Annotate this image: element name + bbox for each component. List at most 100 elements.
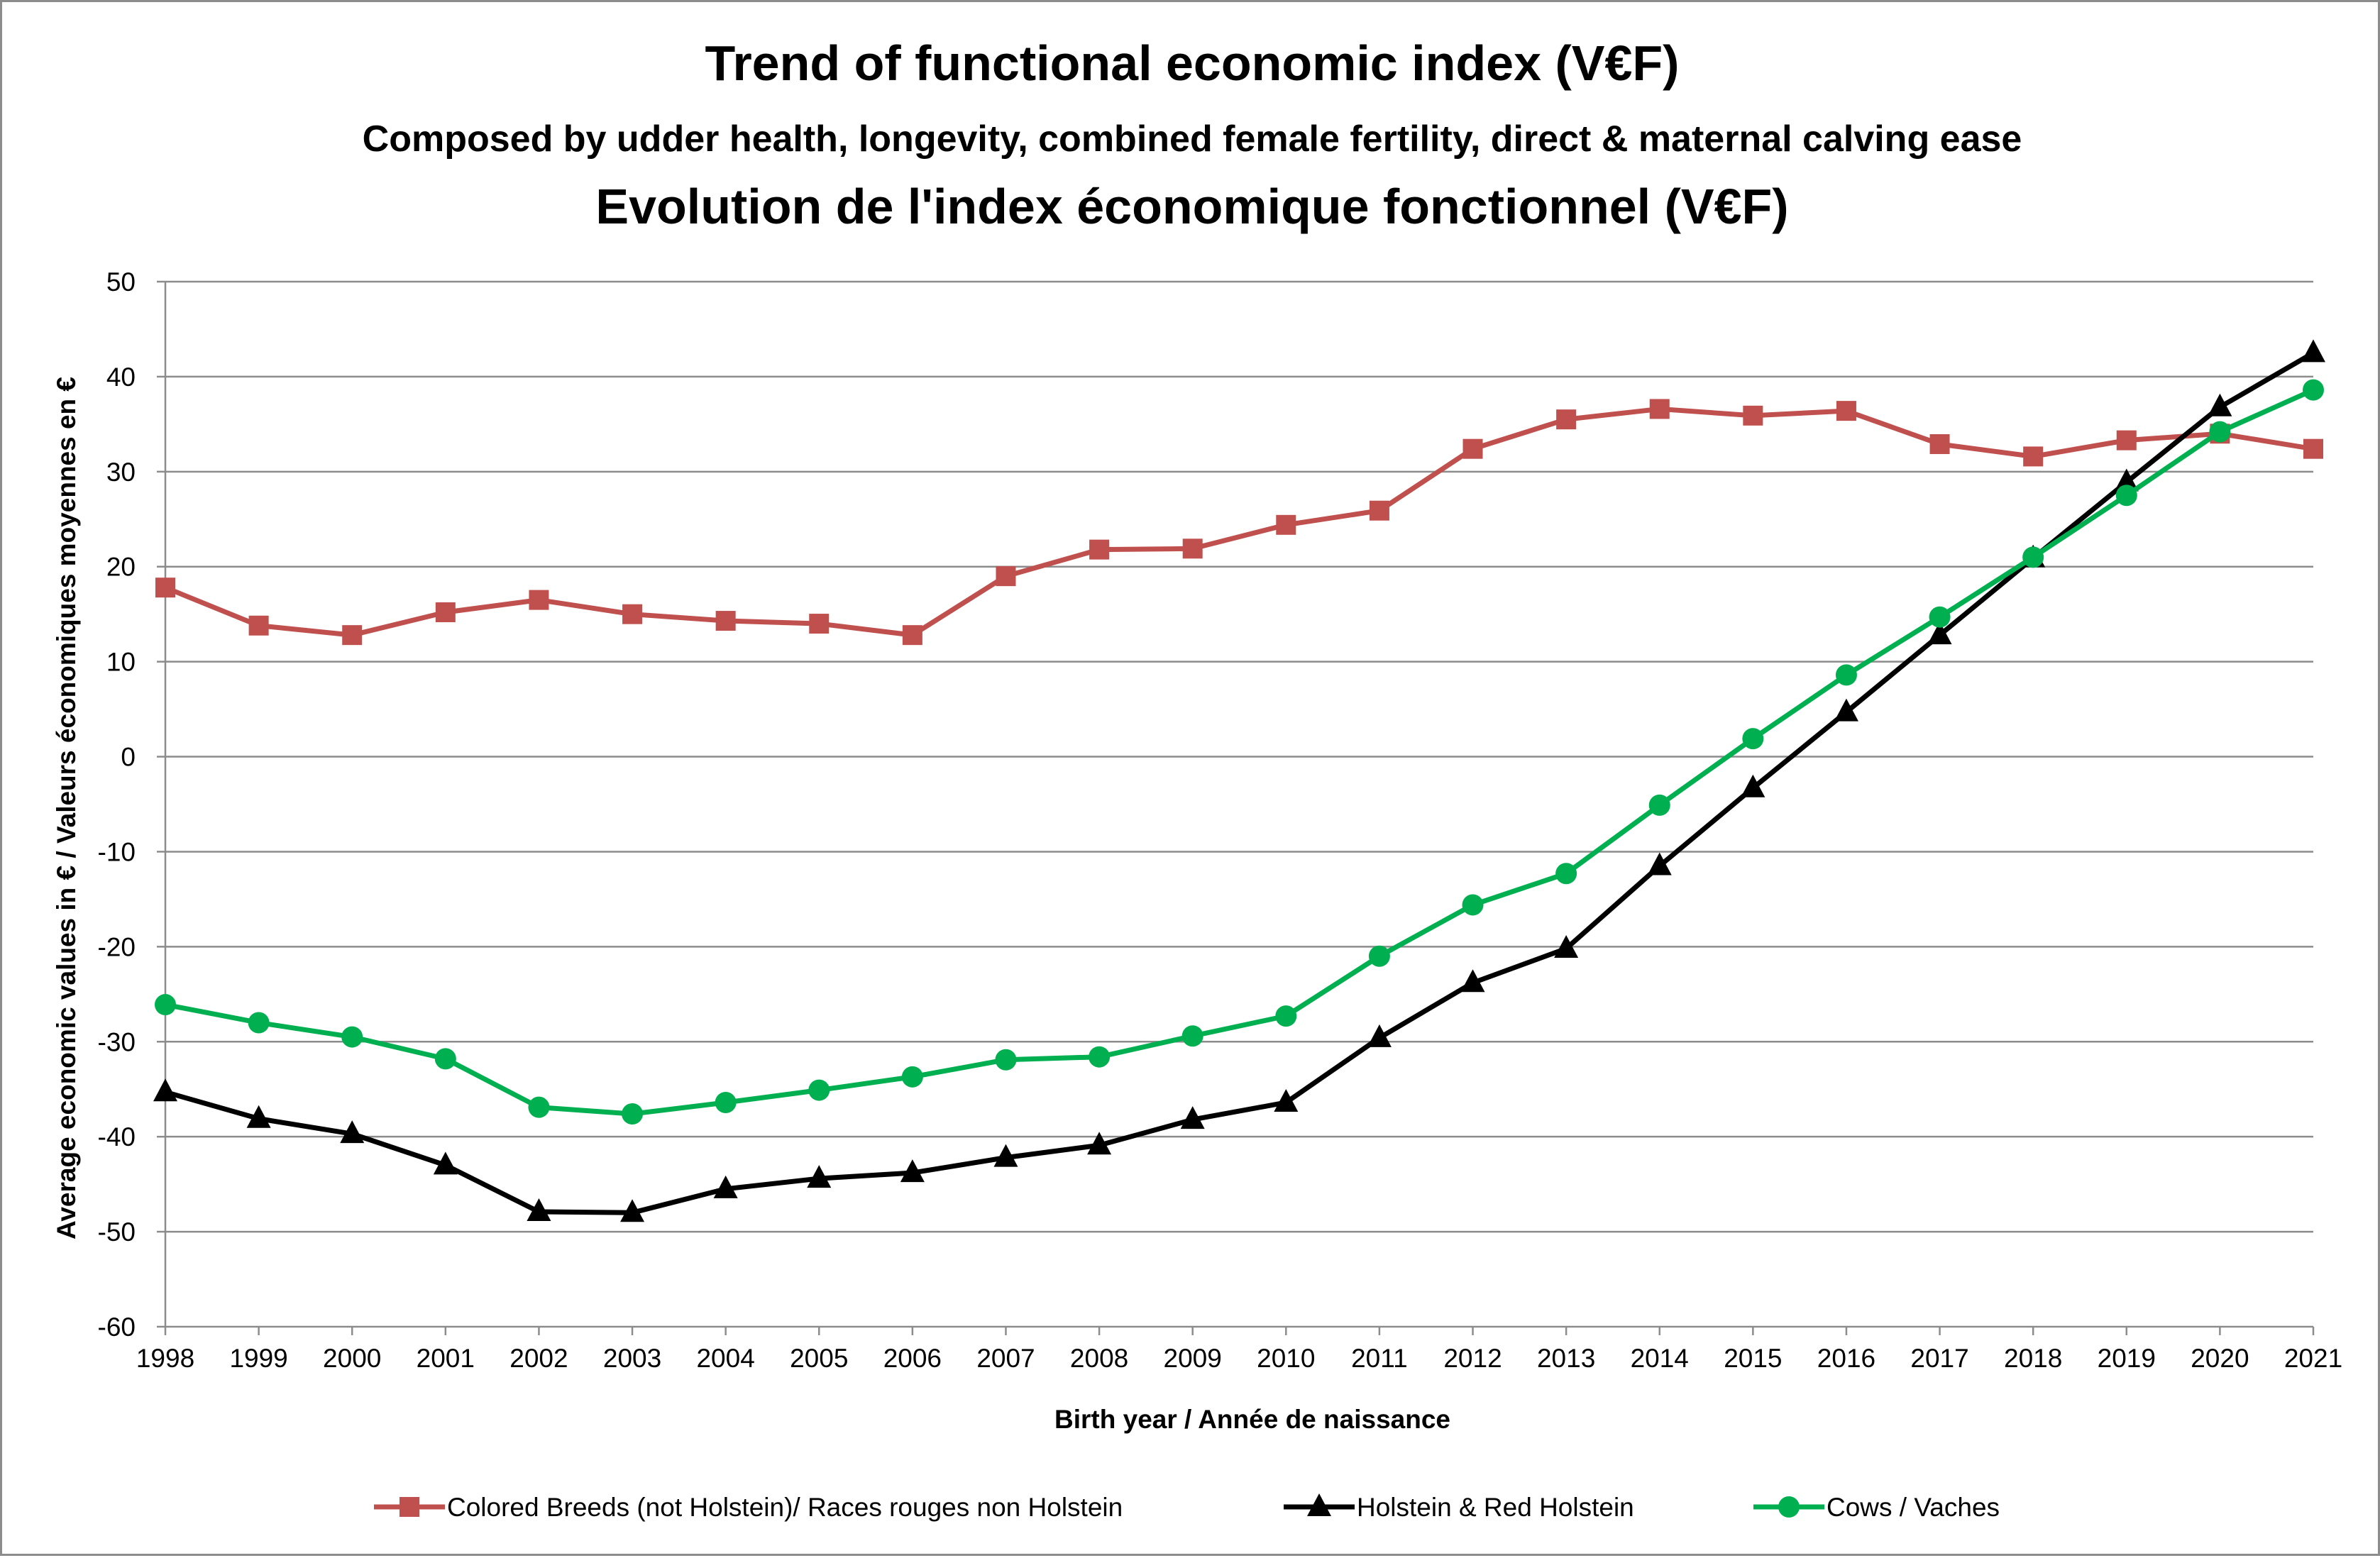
- x-tick-label: 2020: [2191, 1344, 2249, 1373]
- x-tick-label: 2001: [417, 1344, 475, 1373]
- y-axis-ticks: 50 40 30 20 10 0 -10 -20 -30 -40 -50 -60: [98, 267, 165, 1342]
- x-tick-label: 2017: [1910, 1344, 1968, 1373]
- data-point: [1462, 438, 1483, 459]
- data-point: [155, 578, 175, 598]
- data-point: [340, 1120, 365, 1144]
- legend: Colored Breeds (not Holstein)/ Races rou…: [374, 1493, 2000, 1522]
- x-tick-label: 2015: [1724, 1344, 1782, 1373]
- data-point: [993, 1144, 1018, 1167]
- data-point: [2208, 393, 2232, 416]
- data-point: [434, 1048, 456, 1070]
- gridlines: [165, 280, 2313, 1233]
- x-tick-label: 2000: [323, 1344, 381, 1373]
- data-point: [1087, 1132, 1112, 1155]
- y-tick-label: 10: [106, 648, 136, 677]
- x-tick-label: 2008: [1070, 1344, 1128, 1373]
- y-tick-label: 40: [106, 363, 136, 392]
- x-tick-label: 2002: [509, 1344, 568, 1373]
- x-tick-label: 2019: [2098, 1344, 2156, 1373]
- x-tick-label: 2016: [1817, 1344, 1875, 1373]
- data-point: [342, 625, 363, 646]
- data-point: [2114, 468, 2139, 492]
- x-tick-label: 2014: [1631, 1344, 1689, 1373]
- data-point: [529, 590, 549, 610]
- data-point: [1649, 399, 1670, 419]
- y-tick-label: -50: [98, 1217, 136, 1247]
- y-tick-label: 50: [106, 267, 136, 297]
- data-point: [1462, 894, 1484, 916]
- legend-label: Colored Breeds (not Holstein)/ Races rou…: [447, 1493, 1123, 1522]
- data-point: [2023, 446, 2044, 467]
- data-point: [1741, 774, 1765, 797]
- legend-label: Cows / Vaches: [1827, 1493, 2000, 1522]
- x-axis-title: Birth year / Année de naissance: [1054, 1405, 1450, 1434]
- data-point: [1929, 433, 1950, 454]
- data-point: [1275, 1005, 1297, 1027]
- data-point: [1555, 863, 1577, 885]
- chart-subtitle: Composed by udder health, longevity, com…: [363, 118, 2022, 160]
- x-tick-label: 2006: [883, 1344, 942, 1373]
- data-point: [1180, 1106, 1205, 1129]
- data-point: [1927, 621, 1952, 645]
- series-line: [165, 387, 2315, 1117]
- data-point: [1089, 1046, 1111, 1068]
- series-line: [165, 350, 2315, 1215]
- y-tick-label: 20: [106, 553, 136, 582]
- data-point: [900, 1159, 925, 1183]
- data-point: [527, 1198, 551, 1221]
- legend-item: Cows / Vaches: [1753, 1493, 2000, 1522]
- data-point: [435, 602, 456, 623]
- data-point: [2303, 438, 2323, 459]
- data-point: [1367, 1024, 1392, 1047]
- data-point: [1089, 539, 1110, 560]
- chart-title: Trend of functional economic index (V€F): [705, 35, 1680, 91]
- x-axis-ticks: 1998 1999 2000 2001 2002 2003 2004 2005 2006 2007…: [136, 1327, 2342, 1373]
- legend-label: Holstein & Red Holstein: [1357, 1493, 1634, 1522]
- legend-item: Holstein & Red Holstein: [1284, 1493, 1634, 1522]
- data-point: [1836, 401, 1856, 421]
- x-tick-label: 2011: [1351, 1344, 1408, 1373]
- axes: [164, 282, 2313, 1328]
- data-point: [1742, 728, 1764, 750]
- data-point: [2115, 485, 2137, 507]
- data-point: [1743, 405, 1763, 426]
- data-point: [1460, 969, 1485, 993]
- chart-title-french: Evolution de l'index économique fonction…: [595, 179, 1788, 234]
- legend-swatch-marker: [400, 1497, 419, 1517]
- x-tick-label: 2018: [2004, 1344, 2062, 1373]
- data-point: [155, 994, 176, 1016]
- x-tick-label: 2021: [2284, 1344, 2342, 1373]
- legend-swatch-marker: [1307, 1493, 1331, 1516]
- y-axis-title: Average economic values in € / Valeurs é…: [52, 377, 81, 1239]
- data-point: [996, 566, 1016, 587]
- data-point: [1276, 514, 1296, 535]
- x-tick-label: 2010: [1257, 1344, 1315, 1373]
- data-point: [2209, 421, 2231, 443]
- data-point: [713, 1175, 738, 1198]
- data-point: [809, 614, 830, 634]
- series-line: [164, 406, 2314, 638]
- series-3: [155, 379, 2324, 1125]
- x-tick-label: 2007: [976, 1344, 1035, 1373]
- data-point: [622, 1103, 644, 1125]
- y-tick-label: -10: [98, 837, 136, 866]
- data-point: [902, 625, 922, 646]
- legend-item: Colored Breeds (not Holstein)/ Races rou…: [374, 1493, 1123, 1522]
- x-tick-label: 2005: [790, 1344, 848, 1373]
- x-tick-label: 2003: [603, 1344, 661, 1373]
- data-point: [1929, 606, 1951, 628]
- data-point: [1835, 664, 1857, 686]
- legend-swatch-marker: [1778, 1496, 1800, 1518]
- data-point: [1647, 852, 1672, 875]
- data-point: [1648, 794, 1670, 816]
- data-point: [2301, 339, 2325, 363]
- y-tick-label: -30: [98, 1027, 136, 1056]
- data-point: [1274, 1088, 1299, 1112]
- data-point: [246, 1105, 271, 1128]
- x-tick-label: 2013: [1537, 1344, 1595, 1373]
- series-lines: [153, 339, 2325, 1222]
- y-tick-label: -20: [98, 932, 136, 961]
- data-point: [1556, 409, 1577, 430]
